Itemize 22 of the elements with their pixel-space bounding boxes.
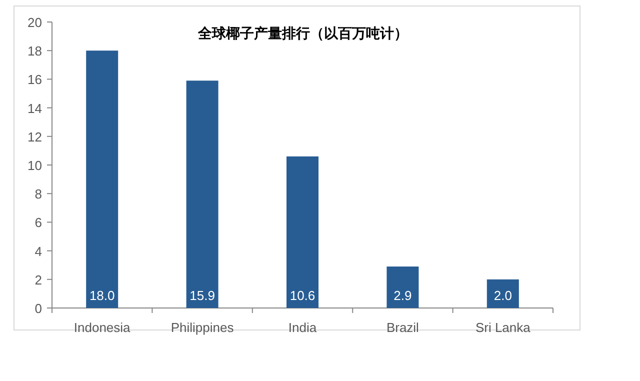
y-tick-label: 2 — [34, 272, 42, 288]
data-label: 18.0 — [89, 288, 115, 303]
y-tick-label: 14 — [28, 100, 42, 116]
y-tick-label: 8 — [34, 186, 42, 202]
data-label: 2.0 — [494, 288, 512, 303]
y-tick-label: 12 — [28, 129, 42, 144]
y-tick-label: 20 — [28, 15, 42, 30]
y-tick-label: 6 — [34, 215, 42, 230]
y-tick-label: 0 — [34, 301, 42, 316]
x-tick-label: Philippines — [170, 320, 234, 335]
y-tick-label: 18 — [28, 44, 42, 59]
data-label: 2.9 — [394, 288, 412, 303]
x-tick-label: India — [288, 320, 318, 335]
x-tick-label: Brazil — [386, 320, 420, 335]
y-tick-label: 10 — [28, 158, 42, 173]
data-label: 15.9 — [190, 288, 215, 303]
y-tick-label: 16 — [28, 72, 42, 88]
x-tick-label: Indonesia — [74, 320, 132, 335]
x-tick-label: Sri Lanka — [475, 320, 532, 335]
chart-title: 全球椰子产量排行（以百万吨计） — [197, 25, 408, 41]
y-tick-label: 4 — [34, 244, 42, 259]
data-label: 10.6 — [290, 288, 316, 303]
